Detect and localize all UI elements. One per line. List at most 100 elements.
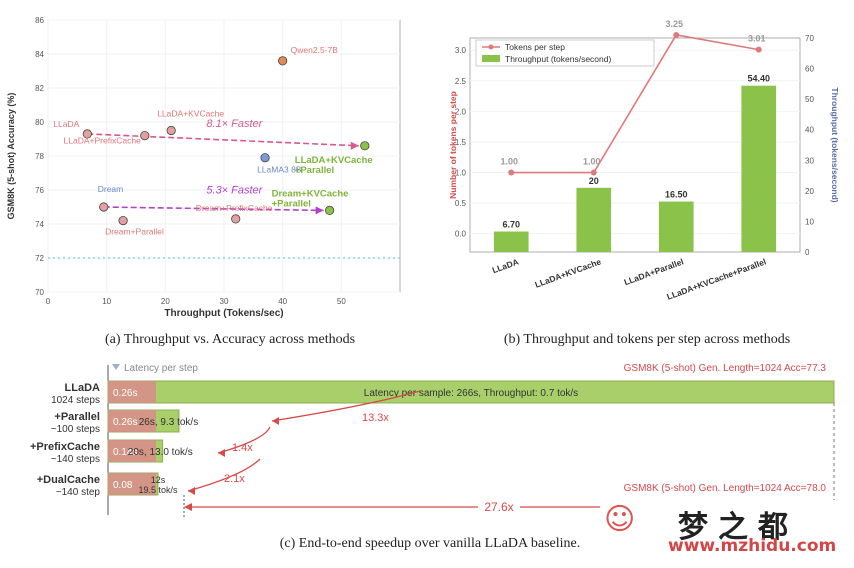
data-point [82, 129, 92, 139]
speedup-arrow-prefix [217, 426, 271, 454]
point-label: Dream [98, 184, 124, 194]
left-tick-label: 2.0 [455, 107, 467, 116]
speedup-annotation-dream: 5.3× Faster [206, 184, 263, 196]
latency-label: 0.14s [113, 447, 137, 458]
right-tick-label: 20 [805, 187, 814, 196]
row-steps-label: 1024 steps [51, 395, 100, 406]
overall-speedup-arrow-head [184, 503, 192, 511]
data-point [324, 205, 335, 215]
point-label: +Parallel [272, 198, 311, 209]
y-tick-label: 74 [35, 220, 44, 229]
point-label: LLaDA+KVCache [295, 155, 373, 166]
tokens-point [508, 169, 515, 176]
llada-speedup-arrow [87, 133, 359, 147]
latency-label: 0.08 [113, 480, 133, 491]
left-tick-label: 3.0 [455, 46, 467, 55]
category-label: LLaDA+KVCache [534, 256, 603, 289]
row-summary-label: 26s, 9.3 tok/s [139, 417, 198, 428]
tokens-value-label: 3.01 [748, 34, 766, 44]
logo-icon: ☺ [604, 502, 636, 537]
y-tick-label: 76 [35, 186, 44, 195]
speedup-arrow-dual-head [188, 487, 195, 495]
latency-label: 0.26s [113, 388, 137, 399]
watermark: ☺ 梦之都 www.mzhidu.com [600, 500, 846, 562]
data-point [278, 56, 288, 66]
tokens-value-label: 1.00 [500, 157, 518, 167]
row-name-label: LLaDA [65, 382, 101, 394]
legend-label: Latency per step [124, 363, 198, 374]
tokens-point [755, 46, 762, 53]
overall-speedup-label: 27.6x [484, 500, 513, 514]
speedup-arrow-parallel [271, 390, 421, 422]
x-tick-label: 10 [102, 297, 111, 306]
right-tick-label: 0 [805, 248, 810, 257]
row-name-label: +DualCache [37, 474, 100, 486]
throughput-bar [493, 231, 529, 252]
data-point [140, 131, 150, 141]
tokens-value-label: 1.00 [583, 157, 601, 167]
overall-speedup-bg [478, 499, 520, 515]
row-name-label: +Parallel [54, 411, 100, 423]
dream-speedup-arrow [103, 206, 324, 212]
left-tick-label: 0.5 [455, 199, 467, 208]
point-label: Dream+PrefixCache [196, 203, 273, 213]
tokens-point [673, 31, 680, 38]
panel-b-bar-line: 0.0 0.5 1.0 1.5 2.0 2.5 3.0 0 10 20 30 40 50 60 70 Numb… [440, 0, 854, 330]
y-tick-label: 82 [35, 84, 44, 93]
latency-label: 0.26s [113, 417, 137, 428]
row-steps-label: ~100 steps [51, 424, 100, 435]
x-tick-label: 40 [278, 297, 287, 306]
tokens-line [511, 34, 759, 174]
category-label: LLaDA+Parallel [623, 256, 685, 287]
panel-c-speedup: Latency per step GSM8K (5-shot) Gen. Leng… [0, 355, 854, 535]
latency-per-step-bar [108, 440, 156, 462]
row-steps-label: ~140 steps [51, 454, 100, 465]
row-summary-label: Latency per sample: 266s, Throughput: 0.… [364, 388, 578, 399]
left-tick-label: 2.5 [455, 77, 467, 86]
bar-value-label: 6.70 [502, 220, 520, 230]
llada-speedup-arrow-head [350, 141, 359, 150]
data-point [118, 216, 128, 226]
point-label: Dream+Parallel [105, 227, 164, 237]
note-bottom: GSM8K (5-shot) Gen. Length=1024 Acc=78.0 [624, 483, 827, 494]
caption-a: (a) Throughput vs. Accuracy across metho… [104, 332, 356, 347]
point-label: LLaDA+KVCache [157, 109, 224, 119]
left-tick-label: 0.0 [455, 230, 467, 239]
panel-a-scatter: 0 10 20 30 40 50 70 72 74 76 78 80 82 84 86 Throughput … [0, 0, 420, 330]
x-tick-label: 50 [337, 297, 346, 306]
watermark-title: 梦之都 [678, 510, 798, 545]
throughput-bar [576, 187, 612, 252]
data-point [360, 141, 370, 151]
legend-marker [112, 364, 120, 370]
bar-line-chart: 0.0 0.5 1.0 1.5 2.0 2.5 3.0 0 10 20 30 40 50 60 70 Numb… [448, 19, 840, 302]
caption-b: (b) Throughput and tokens per step acros… [503, 332, 791, 347]
y-axis-label: GSM8K (5-shot) Accuracy (%) [6, 93, 16, 220]
latency-per-step-bar [108, 473, 156, 495]
right-tick-label: 10 [805, 217, 814, 226]
right-tick-label: 40 [805, 126, 814, 135]
data-point [99, 202, 109, 212]
speedup-arrow-parallel-head [272, 417, 279, 425]
speedup-label: 1.4x [232, 442, 253, 454]
x-tick-label: 0 [46, 297, 51, 306]
y-tick-label: 70 [35, 288, 44, 297]
legend-label: Throughput (tokens/second) [505, 54, 611, 64]
speedup-arrow-dual [187, 458, 261, 492]
point-label: LLaDA+PrefixCache [64, 136, 142, 146]
tokens-value-label: 3.25 [665, 19, 683, 29]
point-label: Dream+KVCache [272, 188, 349, 199]
y-tick-label: 84 [35, 50, 44, 59]
left-tick-label: 1.5 [455, 138, 467, 147]
latency-per-step-bar [108, 410, 156, 432]
row-summary-label: 19.5 tok/s [138, 485, 178, 495]
row-summary-label: 20s, 13.0 tok/s [128, 447, 193, 458]
category-label: LLaDA [491, 256, 520, 275]
speedup-arrow-prefix-head [218, 449, 225, 457]
point-label: LLaMA3 8B [257, 165, 302, 175]
legend-label: Tokens per step [505, 42, 565, 52]
left-tick-label: 1.0 [455, 169, 467, 178]
point-label: +Parallel [295, 165, 334, 176]
speedup-chart: Latency per step GSM8K (5-shot) Gen. Leng… [30, 363, 835, 517]
row-name-label: +PrefixCache [30, 441, 100, 453]
right-tick-label: 70 [805, 34, 814, 43]
